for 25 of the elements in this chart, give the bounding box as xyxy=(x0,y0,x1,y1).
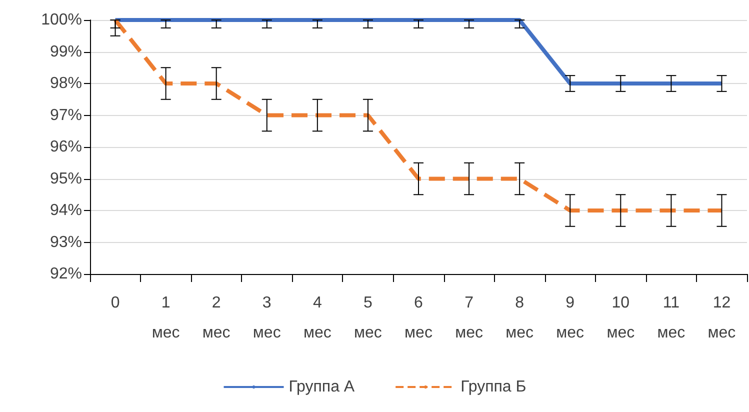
legend-label: Группа Б xyxy=(460,378,526,396)
y-tick-label: 96% xyxy=(50,138,82,156)
x-tick-label: 4 мес xyxy=(303,294,332,342)
x-tick-label: 0 xyxy=(110,294,120,312)
legend-label: Группа А xyxy=(288,378,355,396)
x-tick-label: 10 мес xyxy=(606,294,635,342)
x-tick-label: 6 мес xyxy=(404,294,432,342)
y-tick-label: 92% xyxy=(50,266,82,282)
y-tick-label: 99% xyxy=(50,43,82,60)
x-tick-label: 1 мес xyxy=(152,294,180,342)
y-tick-label: 97% xyxy=(50,106,82,124)
y-tick-label: 100% xyxy=(41,12,82,28)
x-tick-label: 5 мес xyxy=(354,294,382,342)
y-tick-label: 95% xyxy=(50,170,82,188)
y-tick-label: 93% xyxy=(50,234,82,251)
x-tick-label: 9 мес xyxy=(556,294,584,342)
x-tick-label: 8 мес xyxy=(506,294,534,342)
y-tick-label: 94% xyxy=(50,202,82,219)
x-tick-label: 12 мес xyxy=(708,294,736,342)
x-tick-label: 7 мес xyxy=(455,294,483,342)
line-series xyxy=(113,18,724,212)
x-tick-label: 11 мес xyxy=(657,294,686,342)
x-tick-label: 3 мес xyxy=(252,294,281,342)
x-tick-label: 2 мес xyxy=(202,294,230,342)
y-tick-label: 98% xyxy=(50,75,82,92)
